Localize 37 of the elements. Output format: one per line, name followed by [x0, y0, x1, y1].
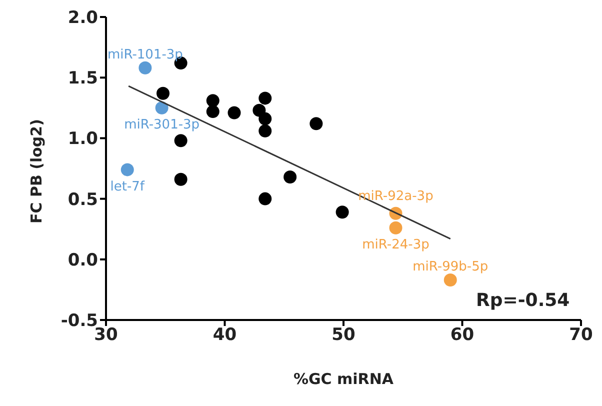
y-tick-label: 1.5 — [68, 68, 98, 89]
y-tick-label: 0.5 — [68, 190, 98, 210]
y-tick-label: 0.0 — [68, 250, 98, 270]
point — [156, 86, 170, 100]
x-tick-label: 50 — [332, 325, 356, 346]
y-tick-label: 1.0 — [68, 129, 98, 150]
y-axis-title: FC PB (log2) — [27, 119, 46, 224]
y-tick-label: 2.0 — [68, 8, 98, 28]
point — [258, 124, 272, 138]
point — [120, 163, 134, 176]
x-tick-label: 40 — [212, 325, 237, 346]
point — [206, 94, 220, 108]
x-axis-title: %GC miRNA — [293, 370, 394, 388]
annotation: miR-301-3p — [124, 118, 200, 133]
x-tick-label: 30 — [94, 325, 118, 346]
point — [258, 192, 272, 206]
annotation: miR-99b-5p — [412, 260, 488, 275]
annotation: let-7f — [110, 179, 145, 194]
point — [284, 170, 297, 184]
point — [336, 206, 349, 219]
point — [258, 92, 272, 105]
point — [138, 61, 152, 74]
point — [155, 101, 168, 114]
point — [444, 274, 457, 287]
x-tick-label: 70 — [569, 325, 593, 346]
point — [228, 106, 241, 120]
x-tick-label: 60 — [450, 325, 474, 346]
point — [206, 105, 220, 118]
point — [258, 112, 272, 126]
point — [174, 134, 188, 148]
point — [310, 117, 323, 130]
point — [174, 172, 188, 186]
annotation: Rp=-0.54 — [476, 290, 570, 311]
point — [389, 221, 402, 234]
annotation: miR-24-3p — [362, 238, 430, 253]
annotation: miR-92a-3p — [358, 188, 434, 204]
annotation: miR-101-3p — [107, 48, 183, 63]
